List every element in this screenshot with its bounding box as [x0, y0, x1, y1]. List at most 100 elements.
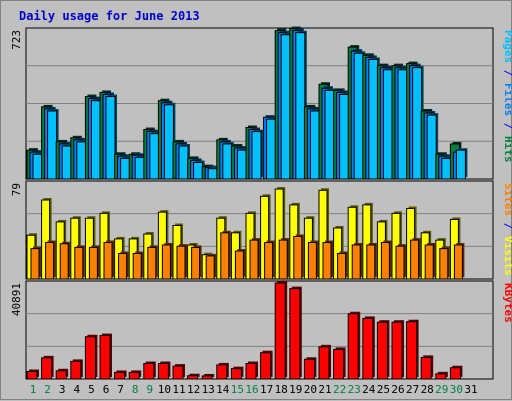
- bar-kbytes-day-30: [449, 367, 461, 380]
- bar-pages-day-17: [266, 118, 277, 180]
- bar-pages-day-25: [382, 69, 393, 180]
- day-label-14: 14: [216, 383, 230, 396]
- bar-sites-day-9: [147, 246, 157, 280]
- bar-kbytes-day-11: [172, 365, 184, 380]
- series-label-separator: /: [502, 216, 512, 236]
- bar-kbytes-day-17: [260, 352, 272, 380]
- bar-kbytes-day-18: [274, 282, 286, 380]
- bar-pages-day-10: [163, 104, 174, 180]
- series-label-files: Files: [502, 83, 512, 116]
- bar-sites-day-10: [161, 244, 171, 280]
- bar-pages-day-5: [90, 100, 101, 180]
- bar-kbytes-day-25: [376, 321, 388, 380]
- bar-sites-day-16: [249, 239, 259, 280]
- bar-pages-day-29: [441, 157, 452, 180]
- bar-sites-day-23: [351, 244, 361, 280]
- day-label-6: 6: [103, 383, 110, 396]
- day-label-3: 3: [59, 383, 66, 396]
- bar-pages-day-23: [353, 52, 364, 180]
- bar-pages-day-15: [236, 149, 247, 180]
- bar-sites-day-14: [220, 232, 230, 280]
- chart-title: Daily usage for June 2013: [19, 9, 200, 23]
- bar-pages-day-12: [193, 162, 204, 180]
- day-label-21: 21: [318, 383, 331, 396]
- bar-kbytes-day-21: [318, 346, 330, 380]
- bar-sites-day-5: [88, 246, 98, 280]
- bar-sites-day-12: [191, 246, 201, 280]
- day-label-2: 2: [44, 383, 51, 396]
- bar-pages-day-13: [207, 168, 218, 180]
- day-label-15: 15: [231, 383, 244, 396]
- day-label-19: 19: [289, 383, 302, 396]
- bar-pages-day-3: [61, 145, 72, 180]
- bar-pages-day-14: [222, 143, 233, 180]
- bar-pages-day-7: [120, 157, 131, 180]
- day-label-18: 18: [275, 383, 288, 396]
- day-label-24: 24: [362, 383, 376, 396]
- bar-kbytes-day-26: [391, 321, 403, 380]
- bar-kbytes-day-4: [70, 360, 82, 380]
- bar-pages-day-24: [368, 58, 379, 180]
- bar-sites-day-18: [278, 239, 288, 280]
- bar-pages-day-16: [251, 131, 262, 180]
- bar-sites-day-30: [453, 244, 463, 280]
- bar-kbytes-day-5: [84, 336, 96, 380]
- bar-kbytes-day-28: [420, 356, 432, 380]
- bar-kbytes-day-20: [303, 358, 315, 380]
- max-label-bottom: 40891: [10, 283, 23, 316]
- series-label-middle: Sites / Visits: [502, 183, 512, 276]
- bar-kbytes-day-9: [143, 363, 155, 380]
- bar-sites-day-25: [380, 242, 390, 280]
- bar-kbytes-day-12: [187, 375, 199, 380]
- bar-kbytes-day-16: [245, 363, 257, 380]
- day-label-30: 30: [450, 383, 463, 396]
- bar-pages-day-6: [105, 96, 116, 180]
- day-label-4: 4: [73, 383, 80, 396]
- bar-sites-day-6: [103, 242, 113, 280]
- bar-kbytes-day-23: [347, 313, 359, 380]
- day-label-25: 25: [377, 383, 390, 396]
- series-label-bottom: KBytes: [502, 283, 512, 323]
- bar-pages-day-21: [324, 89, 335, 180]
- bar-kbytes-day-3: [55, 370, 67, 380]
- bar-pages-day-4: [76, 141, 87, 180]
- day-label-7: 7: [117, 383, 124, 396]
- day-label-1: 1: [30, 383, 37, 396]
- bar-sites-day-8: [132, 252, 142, 280]
- bar-pages-day-19: [295, 32, 306, 180]
- day-label-28: 28: [421, 383, 434, 396]
- bar-kbytes-day-1: [26, 370, 38, 380]
- bar-pages-day-28: [426, 114, 437, 180]
- bar-kbytes-day-14: [216, 364, 228, 380]
- day-label-16: 16: [245, 383, 258, 396]
- series-label-visits: Visits: [502, 236, 512, 276]
- bar-kbytes-day-19: [289, 288, 301, 380]
- day-label-17: 17: [260, 383, 273, 396]
- bar-kbytes-day-24: [362, 317, 374, 380]
- bar-pages-day-26: [397, 69, 408, 180]
- bar-sites-day-3: [59, 243, 69, 280]
- bar-sites-day-2: [45, 242, 55, 280]
- bar-pages-day-30: [455, 149, 466, 180]
- day-label-31: 31: [464, 383, 477, 396]
- day-label-8: 8: [132, 383, 139, 396]
- bar-pages-day-11: [178, 145, 189, 180]
- day-label-22: 22: [333, 383, 346, 396]
- day-label-26: 26: [391, 383, 404, 396]
- bar-pages-day-2: [47, 110, 58, 180]
- day-label-13: 13: [202, 383, 215, 396]
- bar-kbytes-day-15: [230, 368, 242, 380]
- day-label-23: 23: [348, 383, 361, 396]
- series-label-top: Pages / Files / Hits: [502, 30, 512, 163]
- series-label-sites: Sites: [502, 183, 512, 216]
- bar-sites-day-1: [30, 248, 40, 280]
- bar-sites-day-22: [337, 252, 347, 280]
- bar-sites-day-24: [366, 244, 376, 280]
- bar-sites-day-11: [176, 245, 186, 280]
- day-label-10: 10: [158, 383, 171, 396]
- day-label-27: 27: [406, 383, 419, 396]
- bar-pages-day-18: [280, 34, 291, 180]
- bar-sites-day-20: [307, 242, 317, 280]
- bar-sites-day-4: [74, 246, 84, 280]
